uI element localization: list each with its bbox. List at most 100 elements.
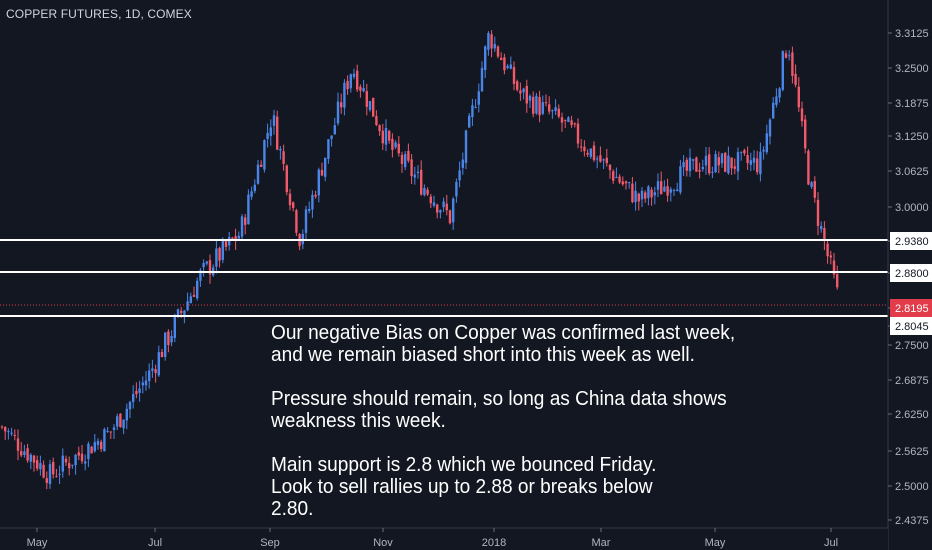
annotation-line: 2.80. — [271, 497, 314, 520]
candle-body — [775, 96, 778, 105]
price-label-box — [890, 299, 932, 317]
candle-body — [570, 120, 573, 125]
candle-body — [564, 119, 567, 121]
price-tick-label: 2.5000 — [895, 481, 929, 493]
candle-body — [455, 181, 458, 197]
candle-body — [487, 33, 490, 50]
candle-body — [20, 451, 23, 456]
candle-body — [400, 154, 404, 164]
candle-body — [535, 95, 538, 114]
candle-body — [768, 119, 772, 137]
candle-body — [720, 153, 724, 164]
annotation-paragraph-1: Our negative Bias on Copper was confirme… — [271, 322, 792, 366]
candle-body — [32, 455, 36, 463]
candle-body — [308, 209, 311, 211]
candle-body — [820, 226, 823, 230]
candle-body — [39, 463, 42, 470]
candle-body — [192, 294, 196, 297]
annotation-text: Our negative Bias on Copper was confirme… — [271, 322, 792, 520]
candle-body — [528, 95, 532, 101]
price-label-box — [890, 232, 932, 250]
candle-body — [253, 184, 256, 192]
candle-body — [93, 442, 96, 452]
candle-body — [103, 429, 106, 452]
candle-body — [23, 451, 26, 455]
candle-body — [324, 157, 327, 177]
candle-body — [650, 189, 653, 198]
candle-body — [663, 186, 666, 192]
candle-body — [704, 155, 708, 166]
candle-body — [333, 125, 336, 135]
candle-body — [391, 138, 394, 150]
candle-body — [52, 461, 55, 475]
candle-body — [765, 133, 768, 153]
candle-body — [836, 274, 839, 288]
candle-body — [458, 170, 461, 181]
annotation-line: Main support is 2.8 which we bounced Fri… — [271, 453, 657, 476]
candle-body — [151, 368, 154, 371]
candle-body — [359, 86, 362, 91]
candle-body — [388, 131, 391, 141]
candle-body — [311, 194, 314, 210]
time-tick-label: 2018 — [482, 537, 506, 549]
candle-body — [525, 85, 528, 104]
candle-body — [762, 149, 765, 152]
candle-body — [615, 176, 618, 179]
time-tick-label: Sep — [260, 537, 280, 549]
candle-body — [832, 260, 836, 275]
candle-body — [538, 97, 541, 116]
candle-body — [436, 204, 439, 213]
candle-body — [71, 464, 74, 466]
candle-body — [64, 458, 68, 463]
candle-body — [58, 473, 61, 475]
candle-body — [621, 181, 624, 185]
candle-body — [240, 216, 244, 237]
candle-body — [362, 87, 365, 92]
candle-body — [724, 152, 727, 172]
price-tick-label: 2.5625 — [895, 446, 929, 458]
candle-body — [605, 157, 608, 164]
candle-body — [778, 88, 781, 98]
candle-body — [461, 159, 464, 168]
candle-body — [413, 174, 416, 178]
candle-body — [48, 464, 52, 485]
candle-body — [669, 189, 672, 193]
candle-body — [829, 255, 832, 258]
candle-body — [295, 210, 298, 233]
candle-body — [263, 140, 266, 170]
candle-body — [397, 143, 400, 154]
candle-body — [202, 263, 205, 268]
candle-body — [759, 151, 762, 175]
candle-body — [468, 115, 471, 128]
candle-body — [807, 150, 810, 185]
time-axis-bg — [0, 528, 888, 550]
price-label-box — [890, 264, 932, 282]
candle-body — [813, 181, 816, 198]
candle-body — [250, 191, 253, 197]
candle-body — [340, 102, 343, 108]
candle-body — [372, 97, 375, 117]
candle-body — [167, 331, 170, 346]
price-tick-label: 3.0000 — [895, 202, 929, 214]
candle-body — [503, 57, 506, 71]
candle-body — [269, 127, 272, 137]
candle-body — [68, 463, 71, 469]
candle-body — [477, 91, 480, 105]
candle-body — [519, 90, 522, 94]
candle-body — [573, 123, 576, 125]
candle-body — [736, 152, 740, 172]
candle-body — [522, 88, 525, 93]
candle-body — [381, 130, 384, 144]
candle-body — [800, 108, 804, 122]
time-tick-label: Nov — [373, 537, 393, 549]
price-tick-label: 2.6250 — [895, 409, 929, 421]
candle-body — [484, 46, 487, 71]
annotation-line: Look to sell rallies up to 2.88 or break… — [271, 475, 653, 498]
candle-body — [218, 247, 221, 261]
candle-body — [602, 159, 605, 161]
candle-body — [282, 151, 285, 164]
candle-body — [42, 464, 45, 478]
candle-body — [794, 73, 797, 85]
